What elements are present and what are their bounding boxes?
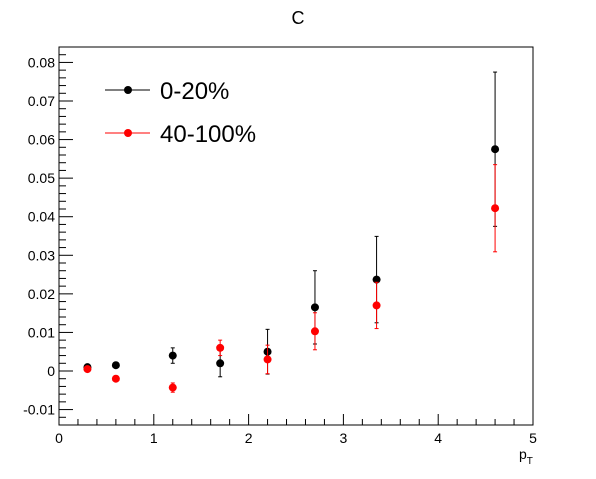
x-tick-label: 0 bbox=[55, 430, 63, 446]
data-point bbox=[372, 275, 381, 284]
data-point bbox=[310, 327, 319, 336]
y-tick-label: 0.06 bbox=[28, 132, 55, 148]
x-axis-label-subscript: T bbox=[527, 456, 533, 467]
data-point bbox=[216, 359, 225, 368]
data-point bbox=[216, 343, 225, 352]
y-tick-label: -0.01 bbox=[23, 402, 55, 418]
x-tick-label: 2 bbox=[245, 430, 253, 446]
data-point bbox=[111, 374, 120, 383]
series-0-20- bbox=[83, 71, 500, 378]
legend-entry: 0-20% bbox=[105, 78, 229, 105]
data-point bbox=[263, 355, 272, 364]
x-axis-label: pT bbox=[519, 446, 533, 467]
x-tick-label: 4 bbox=[434, 430, 442, 446]
y-tick-label: 0.01 bbox=[28, 324, 55, 340]
series-40-100- bbox=[83, 164, 500, 393]
y-tick-label: 0.03 bbox=[28, 247, 55, 263]
y-tick-label: 0.02 bbox=[28, 286, 55, 302]
y-tick-label: 0 bbox=[47, 363, 55, 379]
x-axis-label-main: p bbox=[519, 446, 527, 462]
legend-marker bbox=[124, 129, 132, 137]
y-tick-label: 0.08 bbox=[28, 54, 55, 70]
y-tick-label: 0.05 bbox=[28, 170, 55, 186]
legend-entry: 40-100% bbox=[105, 121, 256, 148]
plot-frame bbox=[58, 46, 534, 426]
y-tick-label: 0.04 bbox=[28, 209, 55, 225]
data-point bbox=[83, 365, 92, 374]
x-tick-label: 1 bbox=[150, 430, 158, 446]
legend-label: 0-20% bbox=[160, 78, 229, 105]
data-point bbox=[372, 301, 381, 310]
axes-layer: 0 1 2 3 4 5-0.0100.010.020.030.040.050.060.07… bbox=[23, 46, 537, 446]
legend: 0-20% 40-100% bbox=[105, 78, 256, 148]
data-point bbox=[168, 383, 177, 392]
legend-label: 40-100% bbox=[160, 121, 256, 148]
data-point bbox=[111, 361, 120, 370]
x-tick-label: 3 bbox=[340, 430, 348, 446]
series-layer bbox=[83, 71, 500, 393]
data-point bbox=[491, 204, 500, 213]
chart-title: C bbox=[292, 8, 305, 28]
y-tick-label: 0.07 bbox=[28, 93, 55, 109]
legend-marker bbox=[124, 86, 132, 94]
data-point bbox=[168, 351, 177, 360]
data-point bbox=[310, 303, 319, 312]
data-point bbox=[491, 145, 500, 154]
x-tick-label: 5 bbox=[529, 430, 537, 446]
